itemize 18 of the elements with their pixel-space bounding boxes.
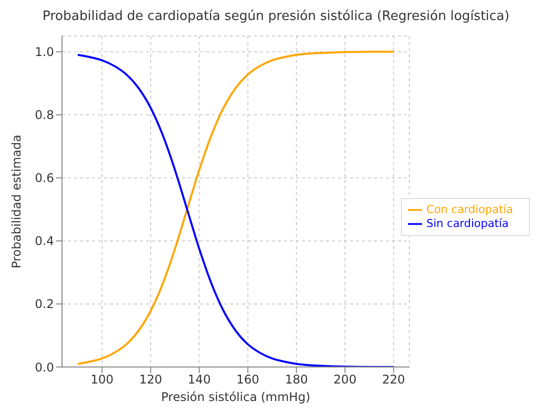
x-tick-label: 140 bbox=[188, 372, 211, 387]
x-tick-label: 160 bbox=[236, 372, 260, 387]
y-tick-label: 0.2 bbox=[34, 297, 54, 312]
x-tick-label: 200 bbox=[334, 372, 356, 387]
x-axis-title: Presión sistólica (mmHg) bbox=[161, 390, 310, 404]
legend-label: Con cardiopatía bbox=[426, 202, 513, 216]
chart-title: Probabilidad de cardiopatía según presión sistólica (Regresión logística) bbox=[42, 8, 510, 26]
y-tick-label: 0.8 bbox=[34, 108, 54, 122]
legend-label: Sin cardiopatía bbox=[426, 216, 509, 230]
x-tick-label: 220 bbox=[382, 372, 406, 387]
x-tick-label: 100 bbox=[90, 372, 114, 387]
y-tick-label: 0.4 bbox=[34, 234, 54, 248]
y-tick-label: 0.6 bbox=[34, 171, 54, 186]
x-tick-label: 180 bbox=[284, 372, 308, 387]
y-axis-title: Probabilidad estimada bbox=[9, 134, 24, 268]
y-tick-label: 1.0 bbox=[34, 45, 54, 60]
x-tick-label: 120 bbox=[139, 372, 162, 387]
y-tick-label: 0.0 bbox=[34, 360, 54, 374]
